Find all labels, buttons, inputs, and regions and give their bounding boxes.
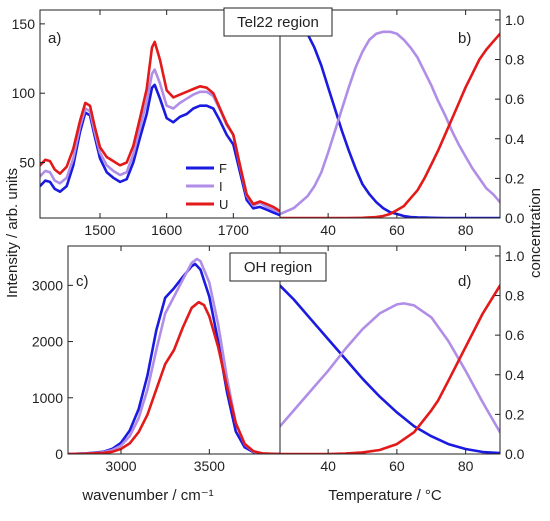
panels: 1500 1600 1700 50 100 150 a) 40 60 80 0.0 0.2 0.4 0.6… (12, 9, 525, 474)
y-axis-title-right: concentration (527, 188, 544, 278)
series-line-b-u (280, 32, 500, 218)
y-tick-label-b: 0.8 (505, 52, 525, 68)
series-line-c-f (68, 262, 280, 454)
y-tick-label-b: 1.0 (505, 12, 525, 28)
x-tick-label-a: 1700 (218, 222, 249, 238)
x-tick-label-c: 3000 (105, 458, 136, 474)
y-tick-label-d: 0.2 (505, 406, 525, 422)
y-tick-label-b: 0.0 (505, 210, 525, 226)
x-tick-label-b: 40 (320, 222, 336, 238)
series-line-d-u (280, 284, 500, 454)
legend-item-i: I (186, 179, 223, 194)
y-tick-label-d: 0.8 (505, 288, 525, 304)
x-tick-label-a: 1500 (84, 222, 115, 238)
x-axis-title-left: wavenumber / cm⁻¹ (81, 487, 213, 504)
y-tick-label-d: 0.4 (505, 367, 525, 383)
y-tick-label-d: 0.0 (505, 446, 525, 462)
series-line-c-u (68, 300, 280, 454)
y-tick-label-d: 0.6 (505, 327, 525, 343)
y-tick-label-b: 0.4 (505, 131, 525, 147)
region-label-top: Tel22 region (223, 7, 333, 37)
legend-label-u: U (219, 197, 228, 212)
y-tick-label-a: 150 (12, 16, 36, 32)
y-tick-label-a: 50 (19, 155, 35, 171)
x-tick-label-a: 1600 (151, 222, 182, 238)
panel-a: 1500 1600 1700 50 100 150 a) (12, 9, 281, 238)
legend-item-u: U (186, 197, 228, 212)
panel-label-a: a) (48, 30, 61, 47)
y-tick-label-c: 1000 (32, 390, 63, 406)
y-tick-label-c: 0 (55, 446, 63, 462)
y-tick-label-a: 100 (12, 85, 36, 101)
y-tick-label-b: 0.2 (505, 170, 525, 186)
series-line-a-u (40, 40, 280, 213)
panel-label-b: b) (458, 30, 471, 47)
series-line-b-i (280, 30, 500, 216)
legend-label-f: F (219, 161, 227, 176)
x-tick-label-d: 80 (458, 458, 474, 474)
x-axis-title-right: Temperature / °C (328, 487, 442, 504)
plot-frame-d (279, 245, 501, 455)
legend: FIU (186, 161, 228, 212)
legend-label-i: I (219, 179, 223, 194)
y-tick-label-d: 1.0 (505, 248, 525, 264)
x-tick-label-d: 60 (389, 458, 405, 474)
panel-b: 40 60 80 0.0 0.2 0.4 0.6 0.8 1.0 b) (279, 9, 525, 238)
legend-item-f: F (186, 161, 227, 176)
panel-d: 40 60 80 0.0 0.2 0.4 0.6 0.8 1.0 d) (279, 245, 525, 474)
y-tick-label-b: 0.6 (505, 91, 525, 107)
panel-label-d: d) (458, 273, 471, 290)
y-axis-title-left: Intensity / arb. units (4, 168, 21, 298)
region-label-top-text: Tel22 region (237, 14, 319, 31)
plot-frame-b (279, 9, 501, 219)
x-tick-label-c: 3500 (194, 458, 225, 474)
region-label-bottom: OH region (229, 252, 327, 282)
y-tick-label-c: 3000 (32, 277, 63, 293)
y-tick-label-c: 2000 (32, 334, 63, 350)
series-line-d-f (280, 284, 500, 454)
x-tick-label-d: 40 (320, 458, 336, 474)
x-tick-label-b: 60 (389, 222, 405, 238)
region-label-bottom-text: OH region (244, 259, 312, 276)
panel-label-c: c) (76, 273, 89, 290)
x-tick-label-b: 80 (458, 222, 474, 238)
panel-c: 3000 3500 0 1000 2000 3000 c) (32, 245, 281, 474)
